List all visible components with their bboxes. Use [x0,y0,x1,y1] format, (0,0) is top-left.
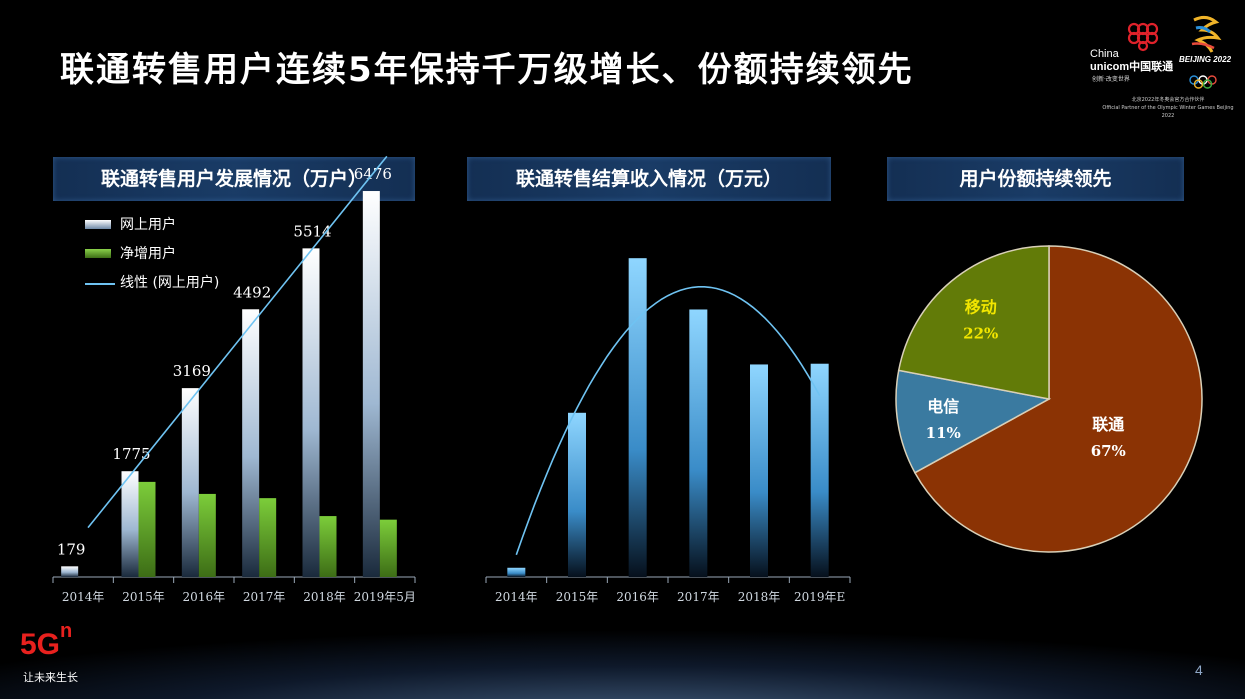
share-pie-slice [897,245,1050,400]
revenue-bar [810,363,829,577]
revenue-category-label: 2015年 [556,590,599,604]
beijing-2022-text: BEIJING 2022 [1179,55,1232,64]
beijing-2022-emblem-icon [1189,15,1222,89]
users-chart-group: 1792014年17752015年31692016年44922017年55142… [52,155,416,604]
users-category-label: 2017年 [243,590,286,604]
legend-swatch-net-add [85,249,111,258]
users-online-bar [181,388,199,577]
revenue-category-label: 2016年 [616,590,659,604]
users-online-bar [362,191,380,577]
logo-area: China unicom中国联通 创新·改变世界 BEIJING 2022 [1088,14,1238,114]
legend-label-online: 网上用户 [120,217,176,233]
share-slice-pct: 11% [926,424,961,442]
users-category-label: 2018年 [303,590,346,604]
revenue-category-label: 2014年 [495,590,538,604]
users-value-label: 4492 [233,283,271,301]
share-slice-label: 移动 [965,297,997,316]
revenue-chart-group: 2014年 2015年 2016年 2017年 2018年 2019年E [485,258,851,604]
users-net-add-bar [379,519,397,577]
revenue-bar [507,567,526,577]
revenue-panel-title: 联通转售结算收入情况（万元） [467,157,831,201]
legend-swatch-online [85,220,111,229]
users-net-add-bar [198,493,216,577]
users-value-label: 3169 [173,362,211,380]
legend-label-net-add: 净增用户 [120,246,176,262]
logo-line1: China [1090,48,1119,60]
5g-slogan: 让未来生长 [23,671,78,684]
users-value-label: 1775 [112,445,150,463]
users-online-bar [121,471,139,577]
page-number: 4 [1195,662,1203,678]
users-online-bar [61,566,79,577]
share-panel-title: 用户份额持续领先 [887,157,1184,201]
legend-item-trend: 线性 (网上用户) [85,272,219,301]
china-unicom-logo-text: China unicom中国联通 [1090,48,1173,74]
users-online-bar [302,248,320,577]
users-category-label: 2019年5月 [354,590,416,604]
share-slice-label: 联通 [1092,415,1124,434]
share-pie-slice [895,369,1052,474]
revenue-bar [689,309,708,577]
china-unicom-knot-icon [1127,22,1159,52]
users-category-label: 2016年 [183,590,226,604]
share-slice-pct: 22% [963,324,998,342]
legend-item-online: 网上用户 [85,214,219,243]
users-panel-title: 联通转售用户发展情况（万户） [53,157,415,201]
partner-text: 北京2022年冬奥会官方合作伙伴 Official Partner of the… [1098,96,1238,120]
legend-swatch-trend [85,283,115,285]
users-net-add-bar [259,498,277,577]
users-legend: 网上用户 净增用户 线性 (网上用户) [85,214,219,301]
share-slice-label: 电信 [927,397,959,416]
slide-title: 联通转售用户连续5年保持千万级增长、份额持续领先 [60,50,914,90]
5g-sup: n [60,620,73,642]
legend-item-net-add: 净增用户 [85,243,219,272]
users-trend-line [87,155,388,529]
share-pie-group: 联通 67% 电信 11% 移动 22% [895,245,1203,553]
users-value-label: 179 [57,540,86,558]
partner-cn: 北京2022年冬奥会官方合作伙伴 [1131,97,1205,103]
share-pie-slice [913,245,1203,553]
users-category-label: 2015年 [122,590,165,604]
logo-slogan: 创新·改变世界 [1092,76,1130,83]
users-online-bar [242,309,260,577]
share-slice-pct: 67% [1091,442,1126,460]
revenue-category-label: 2017年 [677,590,720,604]
revenue-category-label: 2019年E [794,590,845,604]
users-net-add-bar [319,516,337,577]
users-category-label: 2014年 [62,590,105,604]
revenue-bar [628,258,647,577]
5g-text: 5G [20,628,61,661]
revenue-trend-curve [515,286,821,556]
logo-line2: unicom中国联通 [1090,61,1174,73]
revenue-bar [568,412,586,577]
revenue-category-label: 2018年 [738,590,781,604]
users-net-add-bar [138,481,156,577]
5g-logo: 5Gn [20,620,72,662]
partner-en: Official Partner of the Olympic Winter G… [1102,105,1234,119]
revenue-bar [750,364,768,577]
legend-label-trend: 线性 (网上用户) [120,275,220,291]
